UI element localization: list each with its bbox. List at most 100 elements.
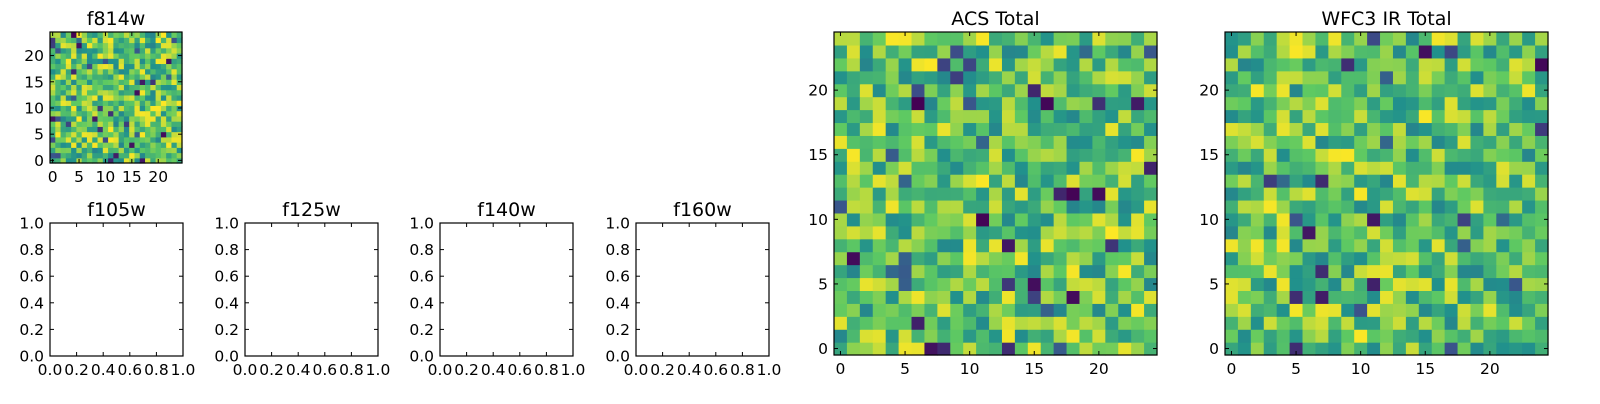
heatmap-cell [1380, 212, 1394, 227]
heatmap-cell [1315, 83, 1329, 98]
heatmap-cell [859, 32, 874, 46]
heatmap-cell [1380, 290, 1394, 304]
heatmap-cell [118, 136, 125, 143]
heatmap-cell [160, 58, 167, 65]
heatmap-cell [1431, 264, 1446, 279]
heatmap-cell [1237, 329, 1252, 343]
heatmap-cell [1118, 83, 1132, 98]
heatmap-cell [81, 126, 88, 133]
heatmap-cell [71, 32, 77, 38]
heatmap-cell [155, 79, 162, 85]
heatmap-cell [1053, 174, 1068, 188]
heatmap-cell [976, 238, 990, 253]
heatmap-cell [834, 316, 848, 330]
heatmap-cell [1040, 122, 1055, 136]
heatmap-cell [885, 212, 900, 227]
heatmap-cell [176, 68, 183, 75]
heatmap-cell [1470, 148, 1484, 162]
heatmap-cell [1354, 290, 1368, 304]
heatmap-cell [1027, 238, 1042, 253]
x-tick-label: 0.0 [38, 361, 63, 379]
heatmap-cell [1483, 135, 1497, 149]
heatmap-cell [885, 342, 900, 356]
heatmap-cell [81, 37, 88, 44]
heatmap-cell [898, 148, 913, 162]
heatmap-cell [846, 96, 861, 111]
heatmap-cell [1380, 238, 1394, 253]
heatmap-cell [60, 131, 67, 138]
heatmap-cell [155, 37, 162, 44]
heatmap-cell [97, 94, 104, 101]
heatmap-cell [1079, 44, 1093, 59]
heatmap-cell [1053, 135, 1068, 149]
heatmap-cell [1431, 148, 1446, 162]
heatmap-cell [1444, 251, 1459, 266]
heatmap-cell [76, 110, 83, 117]
heatmap-cell [872, 238, 887, 253]
heatmap-cell [1289, 264, 1304, 279]
heatmap-cell [81, 136, 88, 143]
heatmap-cell [1315, 70, 1329, 85]
heatmap-cell [123, 68, 130, 75]
heatmap-cell [1315, 329, 1329, 343]
heatmap-cell [150, 42, 157, 49]
heatmap-cell [1535, 57, 1549, 72]
heatmap-cell [1225, 342, 1239, 356]
heatmap-cell [1001, 148, 1016, 162]
heatmap-cell [81, 105, 88, 112]
heatmap-cell [1405, 44, 1420, 59]
heatmap-cell [1263, 44, 1278, 59]
heatmap-cell [1014, 264, 1029, 279]
heatmap-cell [50, 47, 56, 54]
heatmap-cell [1014, 70, 1029, 85]
heatmap-cell [1105, 187, 1119, 201]
heatmap-cell [118, 73, 125, 80]
heatmap-cell [1144, 277, 1158, 291]
heatmap-cell [872, 264, 887, 279]
heatmap-cell [1079, 70, 1093, 85]
heatmap-cell [1014, 303, 1029, 317]
heatmap-cell [139, 89, 146, 96]
heatmap-cell [1457, 316, 1472, 330]
x-tick-label: 20 [1480, 360, 1500, 378]
heatmap-cell [113, 136, 120, 143]
heatmap-cell [160, 84, 167, 91]
heatmap-cell [1225, 212, 1239, 227]
heatmap-cell [176, 42, 183, 49]
y-tick-label: 0.4 [19, 294, 44, 312]
heatmap-cell [65, 136, 72, 143]
heatmap-cell [1144, 161, 1158, 175]
heatmap-cell [846, 83, 861, 98]
heatmap-cell [1535, 174, 1549, 188]
heatmap-cell [160, 110, 167, 117]
heatmap-cell [60, 147, 67, 154]
heatmap-cell [1066, 329, 1081, 343]
heatmap-cell [102, 89, 109, 96]
heatmap-cell [976, 329, 990, 343]
heatmap-cell [1302, 83, 1317, 98]
heatmap-cell [1276, 290, 1291, 304]
heatmap-cell [139, 63, 146, 70]
heatmap-cell [1092, 238, 1106, 253]
heatmap-cell [846, 277, 861, 291]
heatmap-cell [55, 152, 62, 159]
heatmap-cell [937, 96, 951, 111]
heatmap-cell [1418, 238, 1433, 253]
heatmap-cell [846, 161, 861, 175]
heatmap-cell [1040, 303, 1055, 317]
heatmap-cell [1341, 174, 1355, 188]
heatmap-cell [1496, 161, 1510, 175]
heatmap-cell [1535, 264, 1549, 279]
heatmap-cell [1225, 290, 1239, 304]
heatmap-cell [1341, 212, 1355, 227]
heatmap-cell [1289, 212, 1304, 227]
heatmap-cell [937, 264, 951, 279]
heatmap-cell [937, 316, 951, 330]
heatmap-cell [1341, 290, 1355, 304]
heatmap-cell [911, 225, 926, 240]
heatmap-cell [155, 105, 162, 112]
heatmap-cell [911, 135, 926, 149]
heatmap-cell [166, 79, 173, 85]
y-tick-label: 20 [1199, 82, 1219, 100]
x-tick-label: 15 [122, 168, 142, 186]
